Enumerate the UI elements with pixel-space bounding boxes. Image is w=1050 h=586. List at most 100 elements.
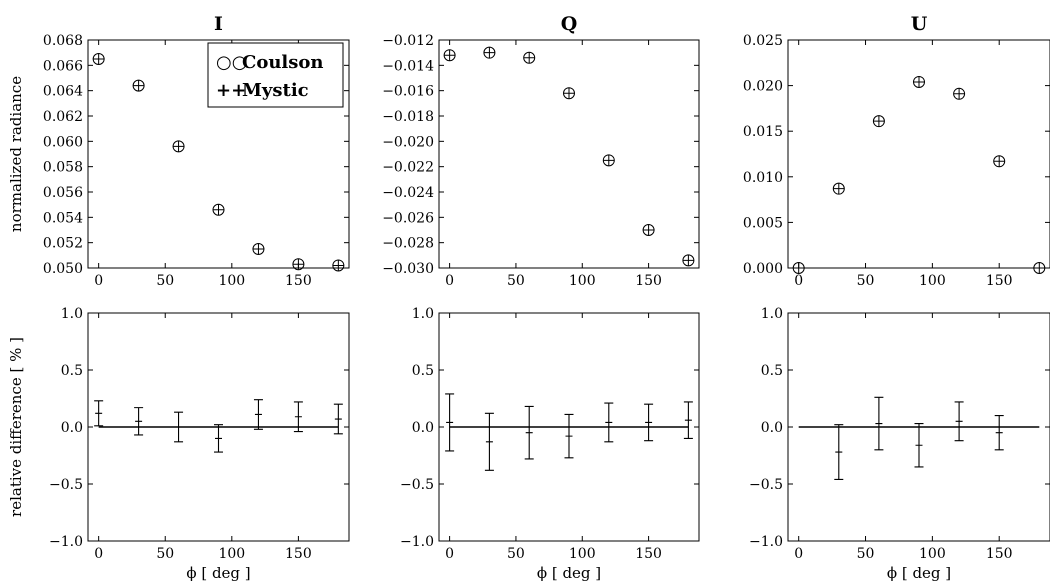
data-point-mystic: [93, 53, 105, 65]
x-tick-label: 100: [218, 546, 245, 562]
error-bar: [914, 423, 924, 468]
y-tick-label: −0.030: [382, 261, 434, 277]
y-tick-label: −0.026: [382, 210, 434, 226]
x-tick-label: 100: [218, 273, 245, 289]
data-point-mystic: [213, 204, 224, 216]
y-tick-label: −0.5: [49, 477, 83, 493]
x-tick-label: 100: [569, 273, 596, 289]
x-tick-label: 150: [635, 273, 662, 289]
error-bar: [174, 411, 184, 443]
legend: ○○Coulson ++Mystic: [207, 42, 344, 108]
x-tick-label: 150: [986, 546, 1013, 562]
error-bar: [134, 407, 144, 436]
y-tick-label: 0.050: [43, 261, 83, 277]
y-tick-label: 0.052: [43, 236, 83, 252]
y-tick-label: −0.024: [382, 185, 434, 201]
y-tick-label: 0.068: [43, 33, 83, 49]
data-point-mystic: [523, 52, 535, 64]
x-tick-label: 0: [445, 546, 454, 562]
x-tick-label: 0: [445, 273, 454, 289]
x-tick-label: 100: [919, 273, 946, 289]
error-bar: [874, 396, 884, 451]
y-tick-label: 0.056: [43, 185, 83, 201]
y-tick-label: 0.5: [761, 363, 783, 379]
x-tick-label: 100: [919, 546, 946, 562]
x-axis-label: ϕ [ deg ]: [186, 564, 250, 582]
data-point-mystic: [833, 183, 845, 195]
y-axis-label: normalized radiance: [7, 76, 25, 232]
y-tick-label: 0.0: [61, 420, 83, 436]
y-tick-label: 0.058: [43, 160, 83, 176]
x-tick-label: 50: [507, 546, 525, 562]
data-point-mystic: [682, 254, 694, 266]
y-tick-label: 0.5: [61, 363, 83, 379]
legend-box: [207, 42, 344, 108]
y-tick-label: −1.0: [400, 534, 434, 550]
y-tick-label: 0.060: [43, 134, 83, 150]
error-bar: [253, 399, 263, 430]
x-tick-label: 50: [857, 273, 875, 289]
data-point-mystic: [444, 49, 456, 61]
error-bar: [214, 424, 223, 453]
y-tick-label: 0.054: [43, 210, 83, 226]
y-tick-label: 0.064: [43, 84, 83, 100]
plot-frame: [787, 39, 1050, 269]
x-tick-label: 0: [94, 273, 103, 289]
error-bar: [484, 412, 494, 471]
x-tick-label: 0: [794, 273, 803, 289]
y-tick-label: 0.5: [412, 363, 434, 379]
error-bar: [604, 402, 614, 443]
error-bar: [644, 403, 654, 442]
panel-title: Q: [561, 13, 578, 35]
y-tick-label: −0.020: [382, 134, 434, 150]
panel-Q-diff: 0 50 100 150 −1.0 −0.5 0.0 0.5 1.0 ϕ [ deg ]: [400, 306, 700, 582]
panel-Q: 0 50 100 150 −0.030 −0.028 −0.026 −0.024 −0.022 −…: [382, 13, 700, 289]
x-tick-label: 50: [156, 546, 174, 562]
y-axis-label: relative difference [ % ]: [7, 337, 25, 517]
legend-symbol: ++: [216, 80, 246, 101]
y-tick-label: 0.0: [412, 420, 434, 436]
data-point-mystic: [332, 259, 344, 271]
y-tick-label: 0.066: [43, 58, 83, 74]
x-axis-label: ϕ [ deg ]: [537, 564, 601, 582]
data-point-mystic: [1033, 262, 1045, 274]
y-tick-label: 0.010: [743, 170, 783, 186]
y-tick-label: −0.5: [400, 477, 434, 493]
data-point-mystic: [292, 258, 304, 270]
legend-label: Coulson: [242, 52, 323, 73]
legend-symbol: ○○: [216, 52, 247, 73]
y-tick-label: 0.025: [743, 33, 783, 49]
data-point-mystic: [252, 243, 264, 255]
error-bar: [834, 424, 844, 480]
legend-label: Mystic: [242, 80, 309, 101]
y-tick-label: 0.005: [743, 215, 783, 231]
x-tick-label: 100: [569, 546, 596, 562]
panel-U-diff: 0 50 100 150 −1.0 −0.5 0.0 0.5 1.0 ϕ [ deg ]: [749, 306, 1050, 582]
plot-frame: [438, 39, 700, 269]
error-bar: [445, 393, 455, 452]
data-point-mystic: [993, 155, 1005, 167]
data-point-mystic: [563, 87, 575, 99]
x-tick-label: 150: [986, 273, 1013, 289]
y-tick-label: −1.0: [49, 534, 83, 550]
y-tick-label: 0.062: [43, 109, 83, 125]
x-tick-label: 50: [857, 546, 875, 562]
y-tick-label: −0.5: [749, 477, 783, 493]
y-tick-label: −0.014: [382, 58, 434, 74]
panel-U: 0 50 100 150 0.000 0.005 0.010 0.015 0.020 0.025 U: [743, 13, 1050, 289]
y-tick-label: 0.015: [743, 124, 783, 140]
x-tick-label: 150: [285, 546, 312, 562]
y-tick-label: −0.022: [382, 160, 434, 176]
panel-I: 0 50 100 150 0.050 0.052 0.054 0.056 0.058 0.060 0…: [7, 13, 350, 289]
error-bar: [94, 400, 104, 427]
data-point-mystic: [913, 76, 925, 88]
data-point-mystic: [953, 88, 965, 100]
y-tick-label: 1.0: [761, 306, 783, 322]
x-tick-label: 0: [794, 546, 803, 562]
data-point-mystic: [483, 47, 495, 59]
y-tick-label: 0.000: [743, 261, 783, 277]
y-tick-label: 0.0: [761, 420, 783, 436]
plot-frame: [87, 39, 350, 269]
y-tick-label: −1.0: [749, 534, 783, 550]
